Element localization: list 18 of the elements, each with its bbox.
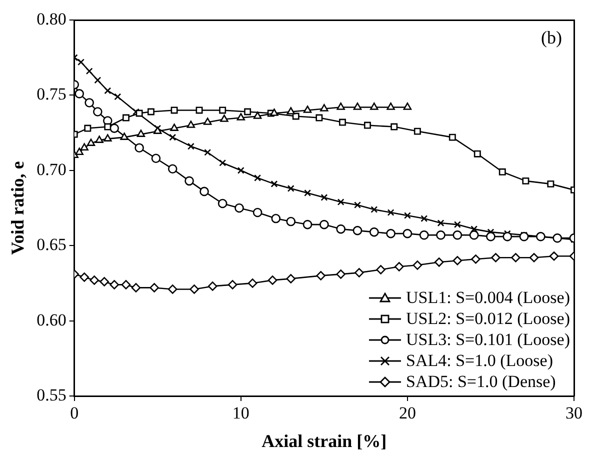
y-tick-label: 0.65 (36, 235, 66, 254)
x-tick-label: 20 (398, 404, 416, 423)
y-tick-label: 0.75 (36, 84, 66, 104)
legend-label: USL1: S=0.004 (Loose) (406, 287, 570, 308)
x-axis-title: Axial strain [%] (262, 430, 387, 451)
y-axis-title: Void ratio, e (7, 161, 28, 255)
legend-label: SAL4: S=1.0 (Loose) (406, 350, 553, 371)
x-tick-label: 30 (566, 404, 582, 423)
y-tick-label: 0.60 (36, 310, 66, 330)
x-tick-label: 0 (70, 404, 79, 423)
y-tick-label: 0.70 (36, 160, 66, 179)
legend-label: USL3: S=0.101 (Loose) (406, 329, 570, 350)
annotation: (b) (541, 28, 562, 48)
y-tick-label: 0.55 (36, 385, 66, 404)
y-tick-label: 0.80 (36, 9, 66, 28)
x-tick-label: 10 (232, 404, 250, 423)
legend-label: USL2: S=0.012 (Loose) (406, 308, 570, 329)
legend-label: SAD5: S=1.0 (Dense) (406, 371, 556, 392)
